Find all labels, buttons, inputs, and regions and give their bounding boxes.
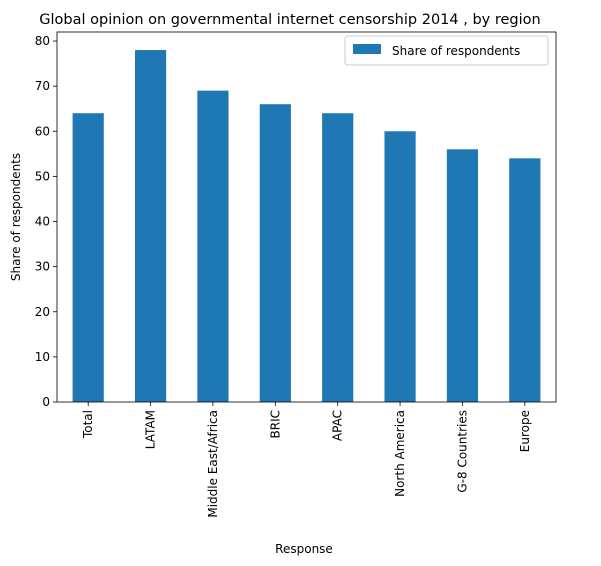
y-tick-label: 80: [35, 34, 50, 48]
bar: [134, 50, 167, 403]
x-axis-label: Response: [275, 542, 333, 556]
x-tick-label: BRIC: [268, 410, 282, 439]
bar: [509, 158, 541, 402]
bar: [197, 90, 229, 402]
x-tick-label: Europe: [518, 410, 532, 452]
y-tick-label: 20: [35, 305, 50, 319]
y-tick-label: 40: [35, 215, 50, 229]
x-tick-label: G-8 Countries: [455, 410, 469, 493]
x-tick-label: Total: [81, 410, 95, 439]
legend: Share of respondents: [344, 35, 549, 66]
y-tick-label: 60: [35, 124, 50, 138]
y-tick-label: 70: [35, 79, 50, 93]
legend-swatch: [353, 44, 381, 54]
x-tick-label: LATAM: [144, 410, 158, 449]
y-tick-label: 30: [35, 260, 50, 274]
x-tick-label: North America: [393, 410, 407, 497]
y-axis-label: Share of respondents: [9, 153, 23, 281]
y-tick-label: 50: [35, 169, 50, 183]
y-tick-label: 10: [35, 350, 50, 364]
bar: [446, 149, 479, 402]
bar: [259, 104, 291, 402]
legend-box: [344, 35, 549, 66]
axes-frame: [56, 31, 557, 403]
legend-label: Share of respondents: [392, 44, 520, 58]
x-tick-label: Middle East/Africa: [206, 410, 220, 518]
x-tick-label: APAC: [331, 410, 345, 441]
y-tick-label: 0: [42, 395, 50, 409]
plot-area: 0 10 20 30 40 50 60 70 80 Total LATAM Middle East/A…: [35, 31, 557, 518]
bar: [72, 113, 104, 402]
chart-title: Global opinion on governmental internet …: [39, 12, 540, 28]
bar: [384, 131, 416, 402]
bar: [322, 113, 354, 402]
